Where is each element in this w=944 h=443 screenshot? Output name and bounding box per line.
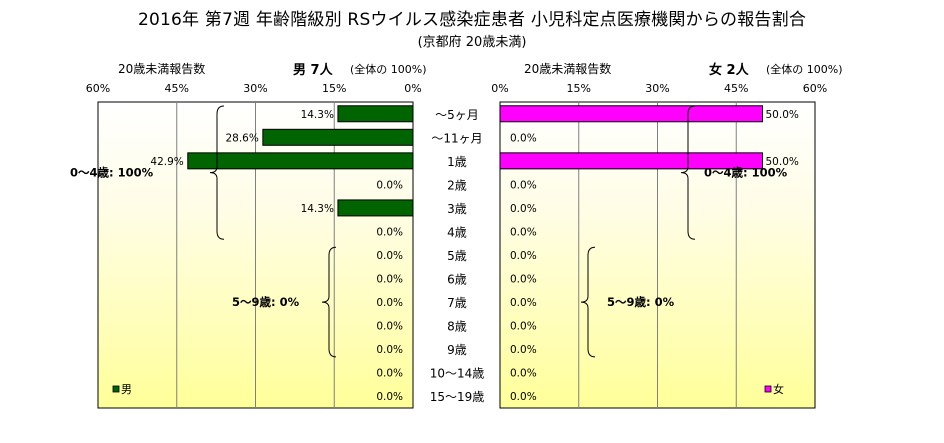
male-data-label: 0.0% — [376, 226, 403, 238]
male-legend-label: 男 — [121, 383, 132, 396]
female-header-note: (全体の 100%) — [766, 63, 843, 76]
male-data-label: 0.0% — [376, 391, 403, 403]
male-header-sex: 男 7人 — [293, 63, 333, 78]
male-bar — [187, 152, 414, 170]
female-header-sex: 女 2人 — [709, 63, 749, 78]
male-legend-swatch — [112, 385, 120, 393]
category-label: 2歳 — [447, 178, 467, 192]
category-label: 10～14歳 — [430, 367, 485, 381]
category-label: 8歳 — [447, 320, 467, 334]
category-label: 9歳 — [447, 343, 467, 357]
female-data-label: 0.0% — [510, 368, 537, 380]
male-age-brace — [321, 246, 337, 358]
female-data-label: 50.0% — [766, 109, 799, 121]
male-bar — [337, 199, 414, 217]
category-label: 6歳 — [447, 273, 467, 287]
female-bar — [499, 152, 763, 170]
female-tick-label: 15% — [567, 82, 591, 95]
male-data-label: 0.0% — [376, 179, 403, 191]
chart-subtitle: (京都府 20歳未満) — [417, 35, 527, 50]
male-tick-label: 15% — [322, 82, 346, 95]
female-data-label: 0.0% — [510, 226, 537, 238]
category-label: ～11ヶ月 — [431, 131, 482, 145]
male-header-count-label: 20歳未満報告数 — [118, 62, 206, 76]
female-tick-label: 45% — [724, 82, 748, 95]
male-data-label: 0.0% — [376, 368, 403, 380]
female-tick-label: 0% — [491, 82, 508, 95]
female-data-label: 0.0% — [510, 391, 537, 403]
female-data-label: 0.0% — [510, 132, 537, 144]
female-bar — [499, 105, 763, 123]
male-data-label: 42.9% — [150, 156, 183, 168]
category-label: 5歳 — [447, 249, 467, 263]
category-label: 1歳 — [447, 155, 467, 169]
male-data-label: 0.0% — [376, 274, 403, 286]
female-brace-label: 5～9歳: 0% — [607, 295, 675, 309]
female-header-count-label: 20歳未満報告数 — [524, 62, 612, 76]
male-tick-label: 45% — [165, 82, 189, 95]
category-label: 15～19歳 — [430, 390, 485, 404]
female-brace-label: 0～4歳: 100% — [704, 166, 788, 180]
female-legend-swatch — [764, 385, 772, 393]
female-data-label: 0.0% — [510, 179, 537, 191]
female-tick-label: 30% — [645, 82, 669, 95]
male-brace-label: 0～4歳: 100% — [70, 166, 154, 180]
female-tick-label: 60% — [803, 82, 827, 95]
male-header-note: (全体の 100%) — [350, 63, 427, 76]
category-label: 3歳 — [447, 202, 467, 216]
male-tick-label: 30% — [243, 82, 267, 95]
female-data-label: 0.0% — [510, 274, 537, 286]
female-data-label: 0.0% — [510, 344, 537, 356]
category-label: ～5ヶ月 — [435, 108, 479, 122]
female-data-label: 0.0% — [510, 321, 537, 333]
male-data-label: 0.0% — [376, 250, 403, 262]
male-bar — [337, 105, 414, 123]
chart-title: 2016年 第7週 年齢階級別 RSウイルス感染症患者 小児科定点医療機関からの… — [137, 10, 807, 30]
category-label: 4歳 — [447, 225, 467, 239]
male-data-label: 14.3% — [301, 109, 334, 121]
male-data-label: 14.3% — [301, 203, 334, 215]
male-data-label: 28.6% — [225, 132, 258, 144]
male-data-label: 0.0% — [376, 297, 403, 309]
female-data-label: 0.0% — [510, 250, 537, 262]
male-brace-label: 5～9歳: 0% — [232, 295, 300, 309]
female-data-label: 0.0% — [510, 297, 537, 309]
female-data-label: 50.0% — [766, 156, 799, 168]
female-legend-label: 女 — [773, 382, 784, 396]
female-data-label: 0.0% — [510, 203, 537, 215]
female-age-brace — [580, 246, 596, 358]
male-tick-label: 60% — [86, 82, 110, 95]
male-data-label: 0.0% — [376, 321, 403, 333]
category-label: 7歳 — [447, 296, 467, 310]
female-age-brace — [680, 105, 696, 240]
male-age-brace — [209, 105, 225, 240]
male-data-label: 0.0% — [376, 344, 403, 356]
male-tick-label: 0% — [404, 82, 421, 95]
male-bar — [262, 128, 414, 146]
